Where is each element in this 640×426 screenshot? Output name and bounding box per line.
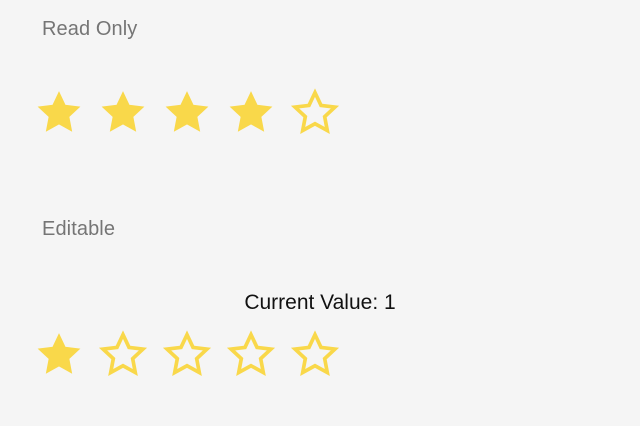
star-outline-icon[interactable] — [161, 329, 213, 381]
current-value-label: Current Value: 1 — [244, 291, 396, 314]
editable-title: Editable — [42, 218, 116, 240]
read-only-title: Read Only — [42, 18, 138, 40]
star-outline-icon[interactable] — [225, 329, 277, 381]
star-outline-icon[interactable] — [97, 329, 149, 381]
star-filled-icon — [97, 87, 149, 139]
star-outline-icon[interactable] — [289, 329, 341, 381]
star-filled-icon — [225, 87, 277, 139]
editable-rating[interactable] — [33, 329, 341, 381]
read-only-rating — [33, 87, 341, 139]
star-filled-icon — [161, 87, 213, 139]
star-outline-icon — [289, 87, 341, 139]
star-filled-icon[interactable] — [33, 329, 85, 381]
star-filled-icon — [33, 87, 85, 139]
